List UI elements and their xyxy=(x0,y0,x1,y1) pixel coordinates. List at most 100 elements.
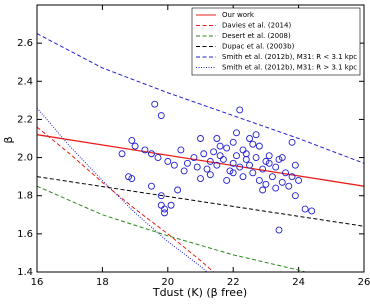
data-point xyxy=(278,154,286,162)
data-point xyxy=(157,112,165,120)
data-point xyxy=(118,150,126,158)
x-axis-label: Tdust (K) (β free) xyxy=(152,286,247,299)
y-tick-label: 2.0 xyxy=(17,153,33,164)
data-point xyxy=(206,171,214,179)
data-point xyxy=(223,144,231,152)
data-point xyxy=(128,136,136,144)
data-point xyxy=(246,161,254,169)
data-point xyxy=(170,161,178,169)
data-point xyxy=(203,165,211,173)
legend-label: Desert et al. (2008) xyxy=(222,32,291,40)
y-tick-label: 1.8 xyxy=(17,191,33,202)
model-line xyxy=(37,107,208,272)
data-point xyxy=(288,173,296,181)
data-point xyxy=(242,150,250,158)
y-tick-label: 2.6 xyxy=(17,38,33,49)
data-point xyxy=(197,135,204,142)
model-line xyxy=(37,126,214,272)
data-point xyxy=(177,146,185,154)
data-point xyxy=(216,142,224,150)
legend-label: Smith et al. (2012b), M31: R < 3.1 kpc xyxy=(222,53,357,61)
data-point xyxy=(275,226,283,234)
data-point xyxy=(265,152,273,160)
data-point xyxy=(151,100,159,108)
data-point xyxy=(161,209,168,217)
data-point xyxy=(213,135,221,142)
legend-label: Dupac et al. (2003b) xyxy=(222,43,295,51)
data-point xyxy=(249,140,257,148)
data-point xyxy=(262,180,270,188)
data-point xyxy=(252,131,260,139)
data-point xyxy=(255,177,263,184)
plot-frame xyxy=(36,4,365,273)
data-point xyxy=(285,182,293,190)
data-point xyxy=(161,205,168,213)
model-line xyxy=(37,176,364,227)
data-point xyxy=(268,173,276,181)
y-tick-label: 2.4 xyxy=(17,76,33,87)
data-point xyxy=(295,177,303,184)
y-tick-label: 1.4 xyxy=(17,267,33,278)
data-point xyxy=(272,184,280,192)
data-point xyxy=(167,201,175,209)
data-point xyxy=(190,154,198,162)
data-point xyxy=(278,178,286,186)
data-point xyxy=(291,161,299,169)
data-point xyxy=(229,138,237,146)
legend-label: Smith et al. (2012b), M31: R > 3.1 kpc xyxy=(222,64,357,72)
y-axis-label: β xyxy=(2,136,15,143)
data-point xyxy=(147,182,155,190)
data-point xyxy=(233,129,240,137)
data-point xyxy=(252,154,260,162)
data-point xyxy=(249,169,257,177)
data-point xyxy=(259,165,267,173)
data-point xyxy=(301,205,309,213)
data-point xyxy=(233,152,240,160)
x-tick-label: 16 xyxy=(31,277,44,288)
data-point xyxy=(223,177,231,184)
data-point xyxy=(216,152,224,160)
data-point xyxy=(147,150,155,158)
data-point xyxy=(272,163,280,171)
data-point xyxy=(259,186,267,194)
data-point xyxy=(164,157,172,165)
data-point xyxy=(308,207,316,215)
x-tick-label: 26 xyxy=(358,277,370,288)
data-point xyxy=(255,142,263,150)
x-tick-label: 24 xyxy=(292,277,305,288)
data-point xyxy=(239,173,247,181)
model-line xyxy=(37,134,364,187)
x-tick-label: 18 xyxy=(96,277,109,288)
y-tick-label: 1.6 xyxy=(17,229,33,240)
x-tick-label: 20 xyxy=(161,277,174,288)
y-tick-label: 2.2 xyxy=(17,114,33,125)
model-line xyxy=(37,185,306,272)
data-point xyxy=(154,154,162,162)
data-point xyxy=(210,148,218,156)
data-point xyxy=(131,142,139,150)
data-point xyxy=(141,146,149,154)
data-point xyxy=(128,175,136,183)
data-point xyxy=(236,106,244,114)
data-point xyxy=(282,169,289,177)
data-point xyxy=(229,169,237,177)
legend-label: Our work xyxy=(222,11,255,19)
data-point xyxy=(236,163,244,171)
x-tick-label: 22 xyxy=(227,277,240,288)
data-point xyxy=(157,201,165,209)
data-point xyxy=(246,135,254,142)
data-point xyxy=(213,161,221,169)
plot-area xyxy=(37,33,364,272)
data-point xyxy=(219,156,227,163)
data-point xyxy=(291,192,299,200)
data-point xyxy=(180,167,188,175)
data-point xyxy=(229,159,237,167)
data-point xyxy=(242,156,250,163)
data-point xyxy=(193,163,201,171)
data-point xyxy=(174,186,182,194)
data-point xyxy=(206,157,214,165)
legend-label: Davies et al. (2014) xyxy=(222,22,291,30)
data-point xyxy=(288,138,296,146)
data-point xyxy=(239,146,247,154)
